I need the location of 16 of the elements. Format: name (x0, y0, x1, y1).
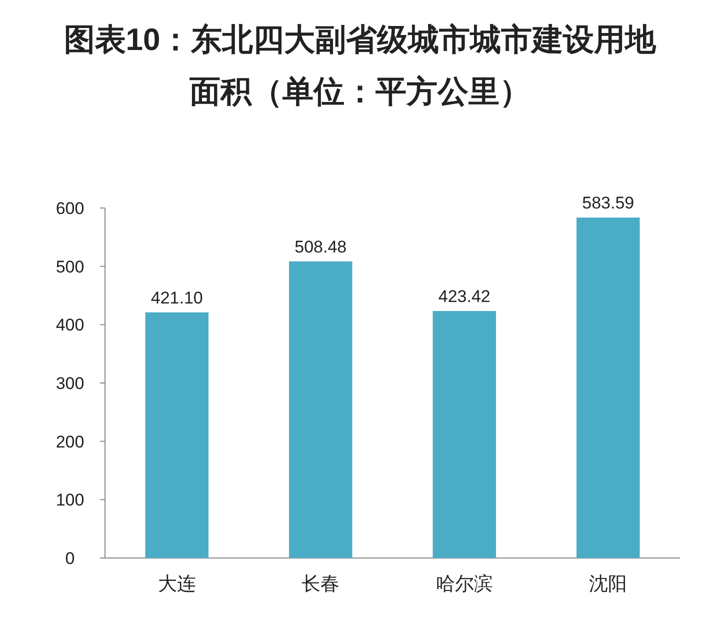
y-tick-label: 300 (56, 374, 84, 393)
y-tick-label: 100 (56, 490, 84, 510)
y-tick-label: 400 (56, 316, 84, 335)
y-tick-label: 200 (56, 432, 84, 452)
x-tick-label: 大连 (158, 574, 196, 595)
x-tick-label: 沈阳 (589, 574, 628, 595)
data-label: 583.59 (582, 194, 634, 213)
y-tick-label: 600 (56, 199, 84, 218)
y-tick-label: 0 (65, 549, 75, 568)
data-label: 423.42 (438, 287, 490, 306)
chart-title: 图表10：东北四大副省级城市城市建设用地面积（单位：平方公里） (62, 21, 658, 111)
x-tick-label: 长春 (302, 574, 340, 595)
data-label: 508.48 (294, 237, 347, 256)
data-label: 421.10 (150, 288, 203, 308)
x-tick-label: 哈尔滨 (436, 573, 493, 595)
y-tick-label: 500 (56, 257, 84, 276)
